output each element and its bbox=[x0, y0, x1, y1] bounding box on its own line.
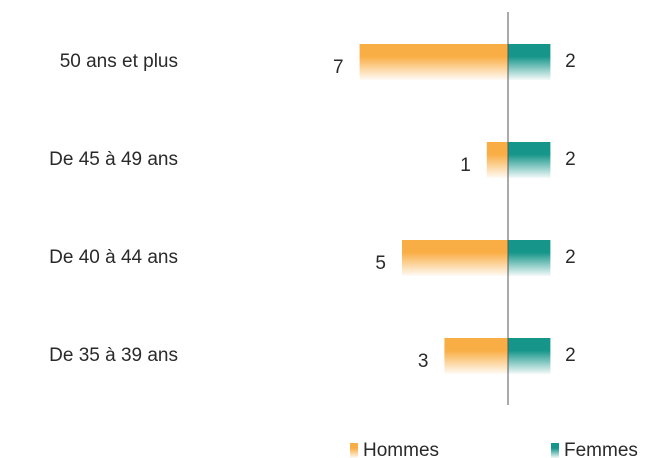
bar bbox=[486, 142, 508, 178]
value-label: 5 bbox=[375, 253, 386, 274]
category-label: De 40 à 44 ans bbox=[49, 247, 178, 268]
legend-label: Hommes bbox=[363, 440, 439, 458]
value-label: 2 bbox=[565, 51, 576, 72]
legend-swatch bbox=[551, 443, 559, 458]
bar bbox=[444, 338, 508, 374]
category-label: De 35 à 39 ans bbox=[49, 345, 178, 366]
category-label: De 45 à 49 ans bbox=[49, 149, 178, 170]
category-label: 50 ans et plus bbox=[60, 51, 178, 72]
bar bbox=[508, 338, 551, 374]
value-label: 2 bbox=[565, 345, 576, 366]
legend-swatch bbox=[350, 443, 358, 458]
bar bbox=[359, 44, 508, 80]
value-label: 2 bbox=[565, 149, 576, 170]
bar bbox=[508, 240, 551, 276]
value-label: 7 bbox=[333, 57, 344, 78]
bar bbox=[508, 142, 551, 178]
legend-label: Femmes bbox=[564, 440, 638, 458]
bar bbox=[402, 240, 508, 276]
value-label: 1 bbox=[460, 155, 471, 176]
value-label: 2 bbox=[565, 247, 576, 268]
value-label: 3 bbox=[418, 351, 429, 372]
bar bbox=[508, 44, 551, 80]
